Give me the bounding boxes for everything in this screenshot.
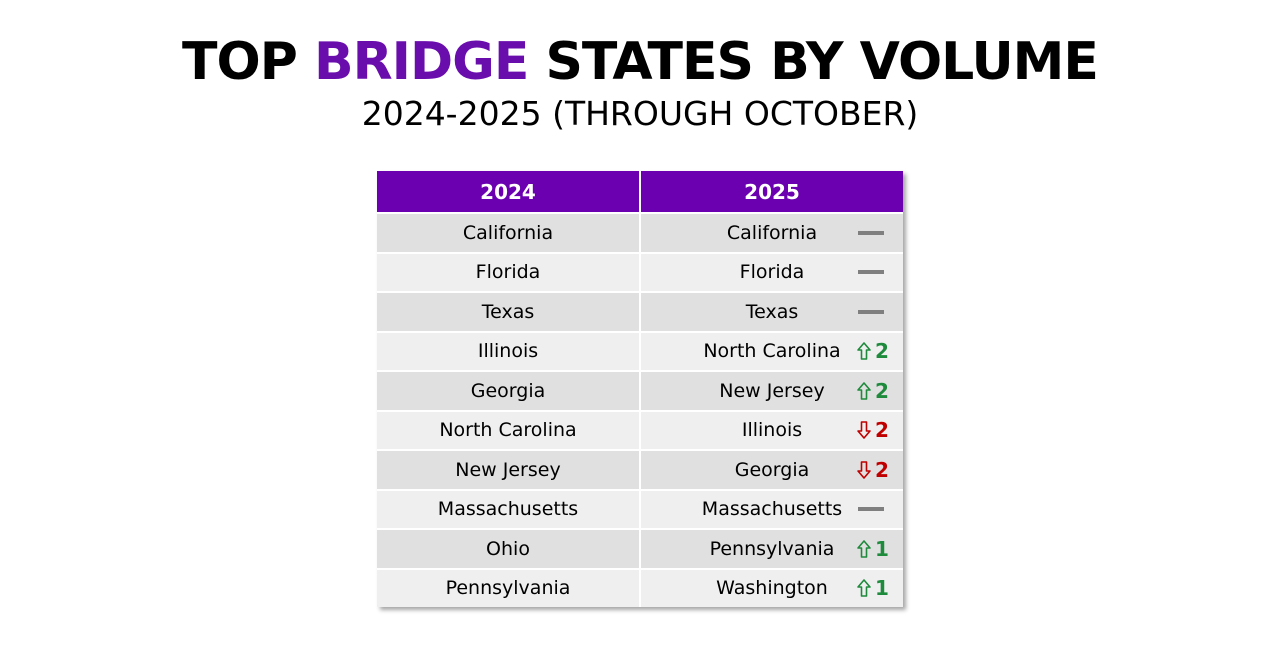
table-row: California California: [377, 212, 904, 253]
dash: [858, 230, 884, 235]
table-row: Illinois North Carolina 2: [377, 330, 904, 371]
state-2024: North Carolina: [377, 409, 641, 450]
arrow-icon: [857, 381, 871, 400]
no-change-icon: [858, 309, 884, 314]
table-row: Massachusetts Massachusetts: [377, 488, 904, 529]
state-2025: Illinois: [741, 419, 803, 442]
rank-change: 2: [856, 372, 904, 410]
subtitle: 2024-2025 (THROUGH OCTOBER): [361, 94, 919, 133]
no-change-icon: [858, 507, 884, 512]
state-2024: New Jersey: [377, 449, 641, 490]
header-row: 2024 2025: [377, 171, 903, 213]
no-change-icon: [858, 270, 884, 275]
change-amount: 2: [875, 339, 889, 364]
state-2025: California: [726, 221, 818, 244]
arrow: [857, 579, 871, 598]
arrow: [857, 539, 871, 558]
state-2025: Texas: [745, 300, 799, 323]
rank-change: 2: [856, 333, 904, 371]
state-2024: Illinois: [377, 330, 641, 371]
rank-change: [856, 214, 904, 252]
ranking-table: 2024 2025 California California Florida Flo…: [377, 171, 903, 607]
state-2025: Florida: [739, 261, 805, 284]
arrow-icon: [857, 539, 871, 558]
state-2025-cell: Washington 1: [640, 567, 904, 608]
rank-change: 1: [856, 530, 904, 568]
arrow: [857, 342, 871, 361]
rank-change: 2: [856, 451, 904, 489]
table-row: North Carolina Illinois 2: [377, 409, 904, 450]
rank-change: [856, 293, 904, 331]
state-2024: Pennsylvania: [377, 567, 641, 607]
arrow: [857, 381, 871, 400]
table-row: Texas Texas: [377, 291, 904, 332]
state-2025-cell: New Jersey 2: [640, 370, 904, 411]
state-2025-cell: Georgia 2: [640, 449, 904, 490]
state-2025: Massachusetts: [701, 498, 843, 521]
state-2025: Georgia: [734, 458, 810, 481]
state-2025-cell: California: [640, 212, 904, 253]
dash: [858, 270, 884, 275]
state-2025: North Carolina: [703, 340, 841, 363]
title: TOP BRIDGE STATES BY VOLUME: [0, 30, 1280, 94]
dash: [858, 309, 884, 314]
state-2025-cell: Massachusetts: [640, 488, 904, 529]
state-2024: Georgia: [377, 370, 641, 411]
arrow: [857, 421, 871, 440]
dash: [858, 507, 884, 512]
state-2024: Texas: [377, 291, 641, 332]
change-amount: 2: [875, 418, 889, 443]
arrow-icon: [857, 579, 871, 598]
table-row: Georgia New Jersey 2: [377, 370, 904, 411]
state-2025: Pennsylvania: [709, 537, 835, 560]
column-header: 2024: [377, 171, 641, 213]
state-2025: New Jersey: [719, 379, 825, 402]
state-2024: California: [377, 212, 641, 253]
title-accent: BRIDGE: [313, 32, 529, 92]
state-2025-cell: Pennsylvania 1: [640, 528, 904, 569]
change-amount: 2: [875, 378, 889, 403]
state-2025-cell: Florida: [640, 251, 904, 292]
arrow-icon: [857, 342, 871, 361]
table-row: Ohio Pennsylvania 1: [377, 528, 904, 569]
state-2025-cell: North Carolina 2: [640, 330, 904, 371]
rank-change: [856, 254, 904, 292]
title-part: STATES BY VOLUME: [545, 32, 1098, 92]
title-part: TOP: [182, 32, 298, 92]
column-header: 2025: [640, 171, 903, 213]
state-2024: Ohio: [377, 528, 641, 569]
state-2024: Florida: [377, 251, 641, 292]
rank-change: 1: [856, 570, 904, 608]
state-2025-cell: Illinois 2: [640, 409, 904, 450]
arrow: [857, 460, 871, 479]
state-2024: Massachusetts: [377, 488, 641, 529]
no-change-icon: [858, 230, 884, 235]
change-amount: 2: [875, 457, 889, 482]
table-row: New Jersey Georgia 2: [377, 449, 904, 490]
table-row: Florida Florida: [377, 251, 904, 292]
change-amount: 1: [875, 536, 889, 561]
table-row: Pennsylvania Washington 1: [377, 567, 904, 608]
state-2025: Washington: [716, 577, 828, 600]
rank-change: [856, 491, 904, 529]
arrow-icon: [857, 460, 871, 479]
arrow-icon: [857, 421, 871, 440]
state-2025-cell: Texas: [640, 291, 904, 332]
change-amount: 1: [875, 576, 889, 601]
rank-change: 2: [856, 412, 904, 450]
